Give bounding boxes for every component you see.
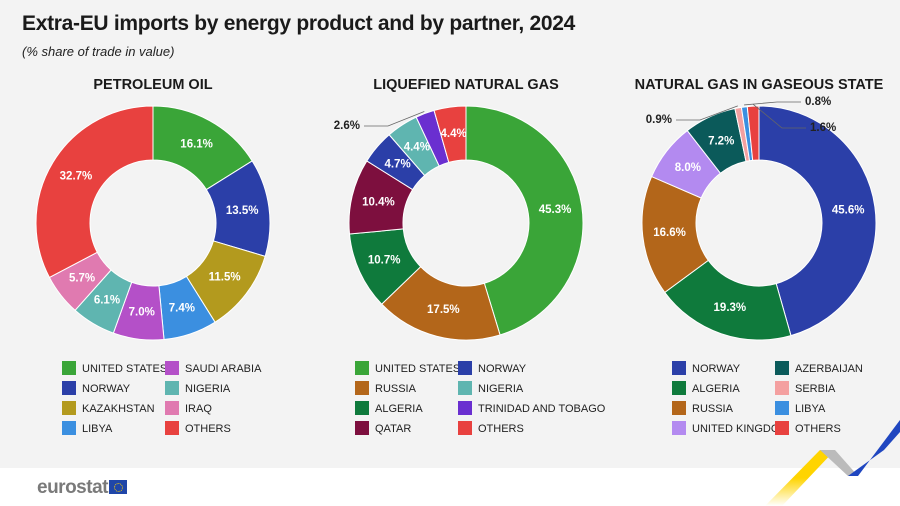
legend-swatch [355,401,369,415]
legend-label: RUSSIA [375,383,417,395]
legend-label: OTHERS [795,423,841,435]
data-label: 45.6% [832,205,865,217]
data-label: 1.6% [810,122,836,134]
page-title: Extra-EU imports by energy product and b… [22,12,575,35]
legend-swatch [672,361,686,375]
legend-label: OTHERS [185,423,231,435]
legend-label: OTHERS [478,423,524,435]
chart-title: LIQUEFIED NATURAL GAS [373,77,559,93]
donut-slice-others [746,105,760,161]
legend-label: ALGERIA [692,383,740,395]
legend-swatch [775,421,789,435]
data-label: 2.6% [334,120,360,132]
legend-swatch [355,421,369,435]
legend-swatch [672,381,686,395]
background [0,0,900,468]
legend-swatch [165,401,179,415]
leader-line [676,105,738,121]
legend-swatch [775,361,789,375]
data-label: 6.1% [94,294,120,306]
donut-slice-others [433,105,467,164]
data-label: 0.8% [805,96,831,108]
legend-label: KAZAKHSTAN [82,403,155,415]
legend-label: UNITED KINGDOM [692,423,789,435]
data-label: 4.4% [404,142,430,154]
leader-line [364,111,425,127]
legend-swatch [672,401,686,415]
legend-label: NIGERIA [478,383,524,395]
data-label: 7.4% [169,302,195,314]
legend-label: LIBYA [795,403,826,415]
legend-swatch [458,421,472,435]
legend-label: ALGERIA [375,403,423,415]
legend-label: UNITED STATES [375,363,460,375]
logo-text: eurostat [37,477,108,498]
legend-label: NORWAY [692,363,741,375]
leader-line [752,103,806,129]
data-label: 19.3% [714,302,747,314]
data-label: 8.0% [675,162,701,174]
legend-swatch [165,361,179,375]
data-label: 32.7% [60,170,93,182]
legend-swatch [165,421,179,435]
legend-label: NIGERIA [185,383,231,395]
data-label: 7.0% [129,306,155,318]
legend-swatch [62,381,76,395]
legend-label: TRINIDAD AND TOBAGO [478,403,606,415]
legend-label: NORWAY [478,363,527,375]
legend-label: LIBYA [82,423,113,435]
leader-line [744,101,801,106]
legend-swatch [62,421,76,435]
legend-swatch [458,401,472,415]
legend-swatch [458,381,472,395]
data-label: 17.5% [427,304,460,316]
legend-label: SERBIA [795,383,836,395]
legend-label: AZERBAIJAN [795,363,863,375]
legend-label: QATAR [375,423,411,435]
legend-swatch [165,381,179,395]
data-label: 10.7% [368,255,401,267]
eurostat-logo: eurostat [37,477,127,499]
legend-label: UNITED STATES [82,363,167,375]
legend-label: NORWAY [82,383,131,395]
data-label: 13.5% [226,205,259,217]
legend-swatch [355,361,369,375]
legend-swatch [62,361,76,375]
data-label: 11.5% [209,272,241,284]
legend-label: IRAQ [185,403,212,415]
legend-swatch [775,381,789,395]
legend-swatch [62,401,76,415]
data-label: 16.6% [653,227,686,239]
donut-slice-others [35,105,154,279]
legend-label: RUSSIA [692,403,734,415]
donut-slice-norway [758,105,877,337]
legend-swatch [458,361,472,375]
data-label: 4.7% [384,159,410,171]
donut-slice-united-states [465,105,584,336]
eu-flag-icon [108,480,127,494]
data-label: 4.4% [440,128,466,140]
data-label: 10.4% [362,196,395,208]
chart-title: PETROLEUM OIL [93,77,212,93]
data-label: 16.1% [180,138,213,150]
data-label: 0.9% [646,114,672,126]
legend-swatch [355,381,369,395]
data-label: 7.2% [708,135,734,147]
data-label: 5.7% [69,272,95,284]
legend-swatch [672,421,686,435]
legend-swatch [775,401,789,415]
legend-label: SAUDI ARABIA [185,363,262,375]
chart-title: NATURAL GAS IN GASEOUS STATE [635,77,884,93]
data-label: 45.3% [539,204,572,216]
page-subtitle: (% share of trade in value) [22,44,175,59]
